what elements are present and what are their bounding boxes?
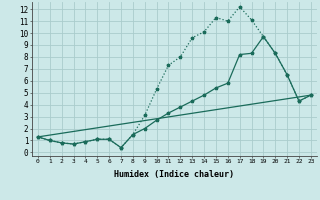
X-axis label: Humidex (Indice chaleur): Humidex (Indice chaleur) <box>115 170 234 179</box>
